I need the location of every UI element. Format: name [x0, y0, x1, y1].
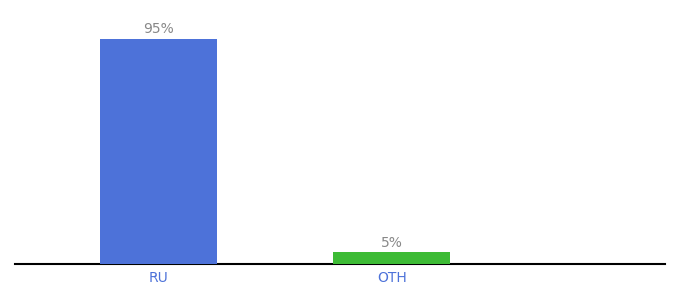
Text: 95%: 95% — [143, 22, 173, 36]
Bar — [99, 39, 216, 264]
Bar — [333, 252, 450, 264]
Text: 5%: 5% — [381, 236, 403, 250]
